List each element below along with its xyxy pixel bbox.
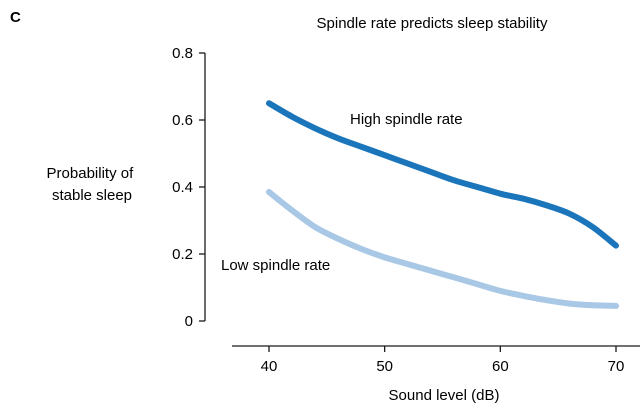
y-axis: 0 0.2 0.4 0.6 0.8 <box>172 45 206 330</box>
y-tick-label: 0 <box>185 313 193 330</box>
y-axis-label-line-1: Probability of <box>47 165 135 182</box>
chart-title: Spindle rate predicts sleep stability <box>317 15 548 32</box>
series-label-low-spindle-rate: Low spindle rate <box>221 257 330 274</box>
x-tick-label: 70 <box>608 358 625 375</box>
series-label-high-spindle-rate: High spindle rate <box>350 111 463 128</box>
series-line-high-spindle-rate <box>266 100 619 249</box>
x-tick-label: 40 <box>261 358 278 375</box>
y-tick-label: 0.6 <box>172 112 193 129</box>
series-layer <box>266 100 619 309</box>
x-axis: 40 50 60 70 <box>232 345 640 375</box>
y-tick-label: 0.4 <box>172 179 193 196</box>
series-line-low-spindle-rate <box>266 189 619 309</box>
x-tick-label: 60 <box>492 358 509 375</box>
y-axis-label-line-2: stable sleep <box>52 187 132 204</box>
x-tick-label: 50 <box>376 358 393 375</box>
x-axis-label: Sound level (dB) <box>389 387 500 404</box>
y-tick-label: 0.8 <box>172 45 193 62</box>
panel-letter: C <box>10 9 21 26</box>
y-axis-label: Probability of stable sleep <box>47 165 138 204</box>
y-tick-label: 0.2 <box>172 246 193 263</box>
